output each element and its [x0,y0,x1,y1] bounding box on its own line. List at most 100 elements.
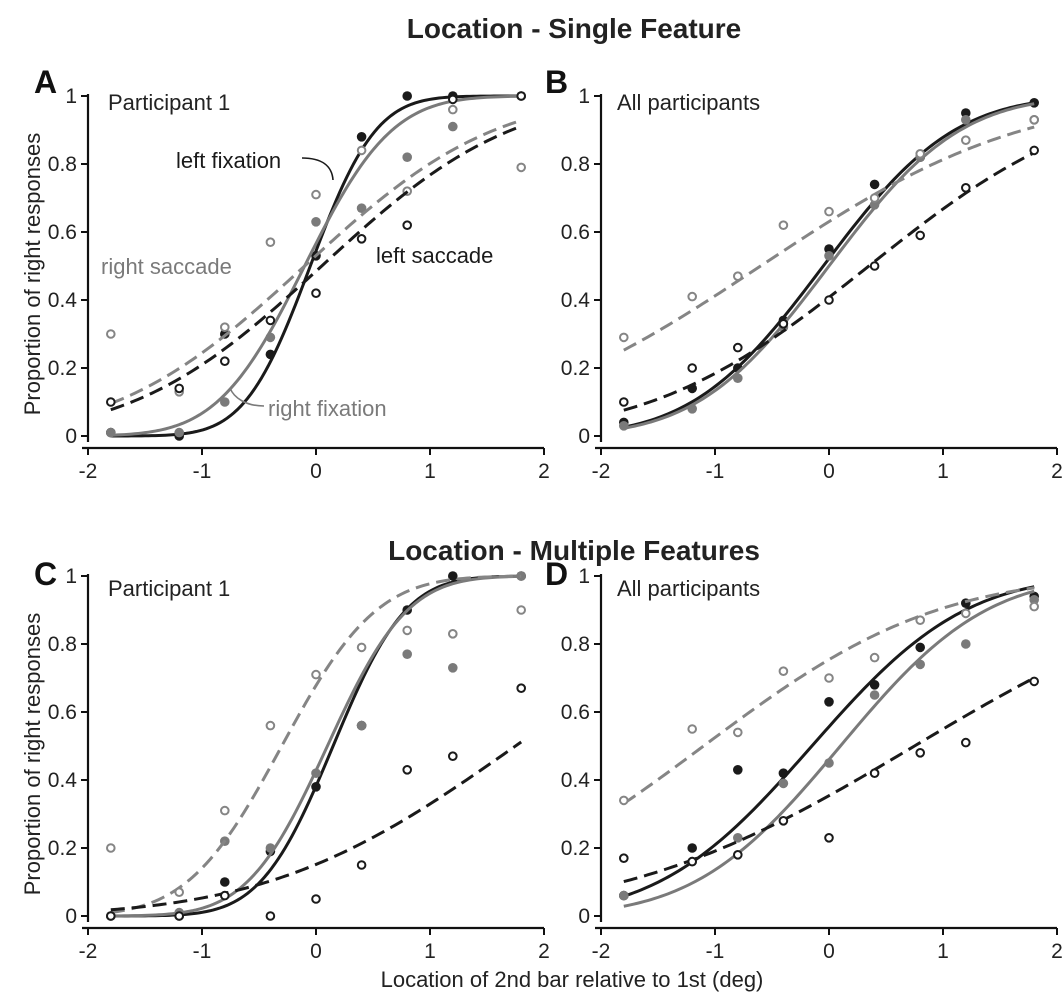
data-point-left-saccade [356,860,367,870]
data-point-right-fixation [356,720,367,731]
data-point-left-fixation [733,765,743,775]
data-point-left-saccade [516,91,527,101]
data-point-left-saccade [448,751,458,762]
data-point-right-saccade [448,104,458,115]
y-tick-label: 0.8 [561,153,590,176]
x-tick-label: 0 [310,940,322,963]
annotation-label: right fixation [268,396,387,421]
x-tick-label: -2 [79,460,98,483]
data-point-right-saccade [1029,115,1039,125]
data-point-left-fixation [265,349,276,360]
data-point-right-fixation [311,768,321,778]
data-point-right-fixation [1029,595,1039,605]
data-point-left-saccade [402,765,413,775]
fit-curve-right-saccade [623,125,1035,352]
data-point-right-fixation [619,421,629,431]
data-point-right-fixation [687,404,697,414]
data-point-left-fixation [869,680,880,690]
x-tick-label: 1 [424,460,436,483]
data-point-left-fixation [778,768,789,778]
x-tick-label: 0 [310,460,322,483]
data-point-left-saccade [778,816,789,826]
data-point-right-fixation [869,690,880,700]
panel-label: Participant 1 [108,90,230,115]
data-point-right-fixation [619,890,629,901]
x-tick-label: 2 [538,940,550,963]
data-point-left-saccade [687,856,698,867]
y-tick-label: 0.6 [48,701,77,724]
x-tick-label: -1 [193,940,212,963]
data-point-right-saccade [220,805,230,816]
data-point-left-saccade [220,890,230,901]
data-point-right-saccade [778,666,789,677]
data-point-right-fixation [869,200,880,210]
y-tick-label: 0 [578,425,590,448]
data-point-right-saccade [824,206,834,217]
annotation-label: left fixation [176,148,281,173]
data-point-left-fixation [915,642,925,653]
data-point-left-fixation [961,108,971,118]
data-point-right-saccade [1029,601,1039,612]
y-axis-title-bottom: Proportion of right responses [20,613,45,896]
data-point-right-saccade [106,843,116,853]
x-tick-label: 1 [424,940,436,963]
x-tick-label: -1 [706,460,725,483]
data-point-right-fixation [961,115,971,125]
data-point-left-saccade [619,397,629,407]
x-axis-title: Location of 2nd bar relative to 1st (deg… [381,967,764,992]
data-point-right-fixation [220,397,230,407]
data-point-right-fixation [106,427,116,438]
annotation-label: left saccade [376,243,493,268]
y-tick-label: 0.2 [48,837,77,860]
data-point-left-saccade [311,894,321,904]
panel-label: All participants [617,576,760,601]
x-tick-label: -2 [79,940,98,963]
panel-d: D All participants 0 0.2 0.4 0.6 0.8 1 -2 -1 0 1 2 [545,556,1063,963]
data-point-left-saccade [824,833,834,843]
panel-label: Participant 1 [108,576,230,601]
data-point-right-fixation [516,571,526,581]
data-point-left-saccade [106,397,116,407]
y-tick-label: 0.8 [48,153,77,176]
annotation-label: right saccade [101,254,232,279]
data-point-left-saccade [356,234,367,244]
data-point-left-saccade [687,363,698,373]
data-point-left-fixation [1029,98,1039,108]
data-point-right-saccade [733,727,743,738]
fit-curve-left-saccade [623,676,1035,884]
data-point-left-saccade [961,183,971,193]
y-tick-label: 0.4 [48,289,78,312]
fit-curve-right-fixation [623,102,1035,430]
x-tick-label: -1 [193,460,212,483]
data-point-right-saccade [106,329,116,339]
data-point-right-saccade [687,724,698,734]
data-point-left-fixation [311,782,321,792]
panels: A Participant 1 0 0.2 0.4 0.6 0.8 1 -2 -1 0 1 2 left … [34,64,1063,963]
data-point-right-fixation [356,203,367,213]
x-tick-label: 2 [538,460,550,483]
y-tick-label: 0 [578,905,590,928]
fit-curve-right-saccade [110,119,522,405]
y-tick-label: 1 [578,85,590,108]
x-tick-label: 0 [823,460,835,483]
panel-letter: A [34,64,57,100]
x-tick-label: -1 [706,940,725,963]
data-point-left-saccade [311,288,321,299]
data-point-right-saccade [516,605,527,615]
data-point-left-saccade [220,356,230,367]
data-point-right-fixation [311,217,321,227]
data-point-right-fixation [915,659,925,670]
data-point-left-saccade [1029,145,1039,156]
y-tick-label: 0.6 [561,221,590,244]
data-point-right-saccade [687,291,698,302]
x-tick-label: 2 [1051,940,1063,963]
data-point-right-fixation [778,778,789,789]
section-title-single: Location - Single Feature [407,13,741,44]
data-point-right-saccade [402,625,413,636]
y-tick-label: 0 [65,905,77,928]
panel-label: All participants [617,90,760,115]
fit-curve-right-fixation [623,589,1035,908]
data-point-left-saccade [174,383,184,394]
data-point-right-fixation [824,251,834,261]
data-point-right-saccade [733,271,743,282]
